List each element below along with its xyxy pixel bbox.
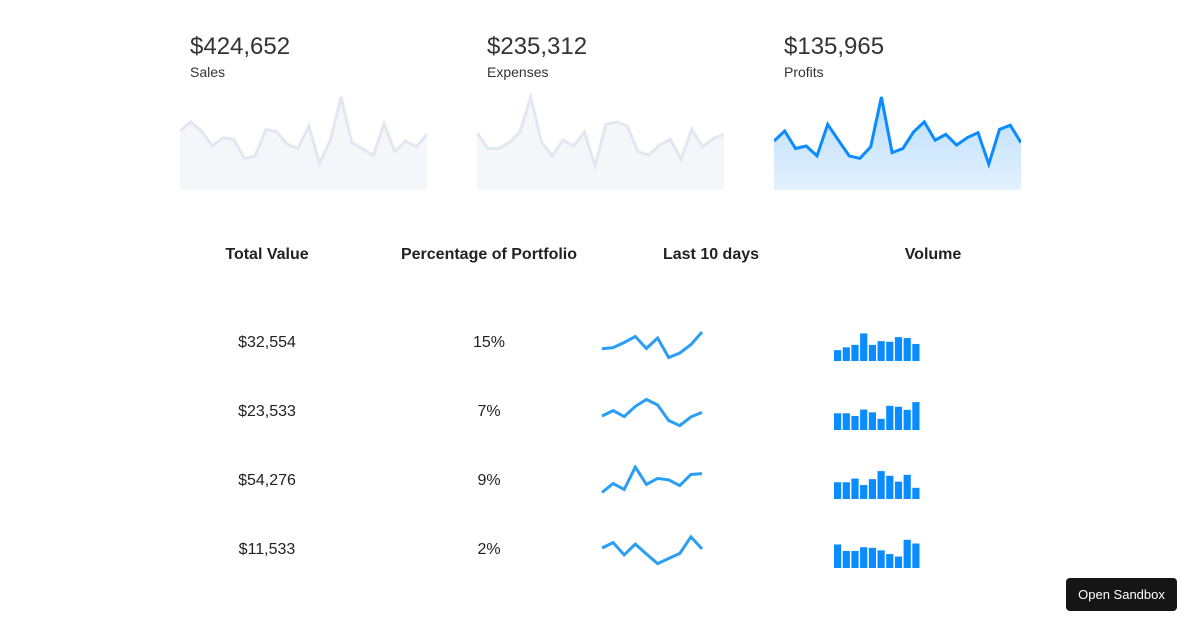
volume-bar bbox=[877, 341, 885, 361]
volume-bar bbox=[834, 413, 842, 430]
volume-bar bbox=[912, 343, 920, 361]
volume-bar bbox=[903, 474, 911, 499]
volume-bar bbox=[894, 481, 903, 499]
card-label: Expenses bbox=[487, 64, 549, 80]
expenses-sparkline bbox=[477, 93, 724, 190]
volume-bar bbox=[894, 406, 903, 430]
volume-bar bbox=[912, 402, 920, 430]
volume-bar bbox=[912, 487, 920, 499]
open-sandbox-button[interactable]: Open Sandbox bbox=[1066, 578, 1177, 611]
volume-bar bbox=[860, 333, 868, 361]
volume-bar bbox=[851, 550, 859, 568]
percentage: 2% bbox=[477, 541, 501, 558]
series-line bbox=[601, 331, 704, 360]
volume-bar bbox=[903, 409, 911, 430]
total-value: $32,554 bbox=[238, 334, 296, 351]
volume-bar bbox=[851, 416, 859, 430]
volume-bar bbox=[903, 539, 911, 568]
last-10-days-sparkline bbox=[601, 331, 704, 360]
total-value: $23,533 bbox=[238, 403, 296, 420]
volume-bar-chart bbox=[834, 471, 920, 499]
volume-bar bbox=[912, 543, 920, 568]
header-volume: Volume bbox=[904, 246, 962, 263]
volume-bar bbox=[886, 554, 894, 568]
series-line bbox=[477, 93, 724, 172]
volume-bar bbox=[877, 418, 885, 430]
volume-bar bbox=[886, 341, 894, 361]
series-line bbox=[180, 96, 427, 168]
volume-bar bbox=[868, 412, 876, 430]
volume-bar-chart bbox=[834, 333, 920, 361]
percentage: 7% bbox=[477, 403, 501, 420]
series-line bbox=[601, 465, 703, 494]
volume-bar bbox=[842, 347, 850, 361]
volume-bar bbox=[860, 547, 868, 568]
header-percentage: Percentage of Portfolio bbox=[400, 246, 578, 263]
series-line bbox=[601, 397, 703, 428]
volume-bar bbox=[868, 479, 876, 499]
last-10-days-sparkline bbox=[601, 534, 704, 566]
area-fill bbox=[774, 97, 1021, 190]
volume-bar bbox=[868, 547, 876, 568]
volume-bar-chart bbox=[834, 402, 920, 430]
volume-bar bbox=[851, 344, 859, 361]
series-line bbox=[601, 534, 704, 566]
volume-bar bbox=[860, 485, 868, 499]
card-label: Profits bbox=[784, 64, 824, 80]
sales-sparkline bbox=[180, 96, 427, 190]
volume-bar bbox=[886, 405, 894, 430]
volume-bar bbox=[851, 478, 859, 499]
percentage: 15% bbox=[472, 334, 506, 351]
volume-bar bbox=[834, 544, 842, 568]
volume-bar bbox=[894, 337, 903, 361]
volume-bar bbox=[894, 556, 903, 568]
volume-bar bbox=[886, 475, 894, 499]
volume-bar bbox=[842, 550, 850, 568]
last-10-days-sparkline bbox=[601, 465, 703, 494]
volume-bar bbox=[877, 471, 885, 499]
volume-bar bbox=[842, 413, 850, 430]
total-value: $11,533 bbox=[238, 541, 296, 558]
volume-bar bbox=[834, 350, 842, 361]
volume-bar bbox=[868, 344, 876, 361]
volume-bar bbox=[877, 550, 885, 568]
series-line bbox=[774, 96, 1021, 170]
last-10-days-sparkline bbox=[601, 397, 703, 428]
profits-sparkline bbox=[774, 96, 1021, 190]
card-label: Sales bbox=[190, 64, 226, 80]
card-value: $424,652 bbox=[190, 33, 291, 60]
volume-bar bbox=[842, 482, 850, 499]
volume-bar bbox=[860, 409, 868, 430]
header-last-10-days: Last 10 days bbox=[662, 246, 760, 263]
volume-bar bbox=[903, 338, 911, 361]
percentage: 9% bbox=[477, 472, 501, 489]
area-fill bbox=[180, 97, 427, 190]
card-value: $235,312 bbox=[487, 33, 588, 60]
volume-bar-chart bbox=[834, 539, 920, 568]
volume-bar bbox=[834, 482, 842, 499]
area-fill bbox=[477, 97, 724, 190]
header-total-value: Total Value bbox=[225, 246, 309, 263]
card-value: $135,965 bbox=[784, 33, 885, 60]
total-value: $54,276 bbox=[238, 472, 296, 489]
